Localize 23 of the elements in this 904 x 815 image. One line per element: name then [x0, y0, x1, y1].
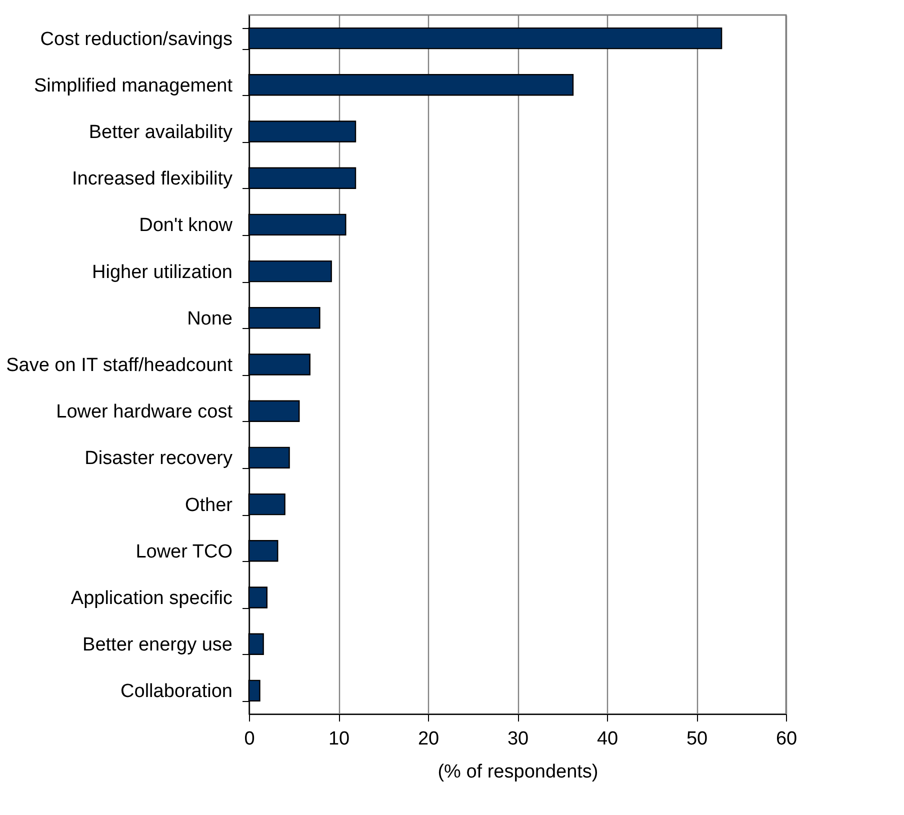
x-tick-label: 60	[776, 728, 798, 750]
x-tick-label: 0	[244, 728, 255, 750]
y-tick-label: Save on IT staff/headcount	[6, 355, 234, 376]
y-tick-label: Simplified management	[34, 75, 234, 96]
y-tick-label: Increased flexibility	[72, 168, 233, 190]
y-tick-label: Higher utilization	[92, 262, 232, 283]
y-tick-label: Cost reduction/savings	[40, 28, 232, 50]
y-tick-label: Lower hardware cost	[56, 402, 234, 423]
y-tick-label: Collaboration	[120, 681, 232, 702]
y-tick-label: Better availability	[88, 122, 233, 143]
y-tick-label: Other	[184, 494, 234, 516]
x-tick-label: 20	[418, 728, 440, 750]
y-tick-label: Disaster recovery	[84, 448, 233, 470]
y-tick-label: Better energy use	[82, 634, 232, 656]
x-tick-label: 30	[507, 728, 529, 750]
x-tick-label: 50	[686, 728, 708, 750]
y-tick-label: None	[187, 308, 232, 330]
y-tick-label: Don't know	[139, 215, 233, 236]
x-tick-label: 40	[596, 728, 618, 750]
x-tick-label: 10	[328, 728, 350, 750]
y-tick-label: Lower TCO	[136, 541, 232, 562]
x-axis-title: (% of respondents)	[438, 762, 598, 782]
y-tick-label: Application specific	[70, 588, 232, 609]
